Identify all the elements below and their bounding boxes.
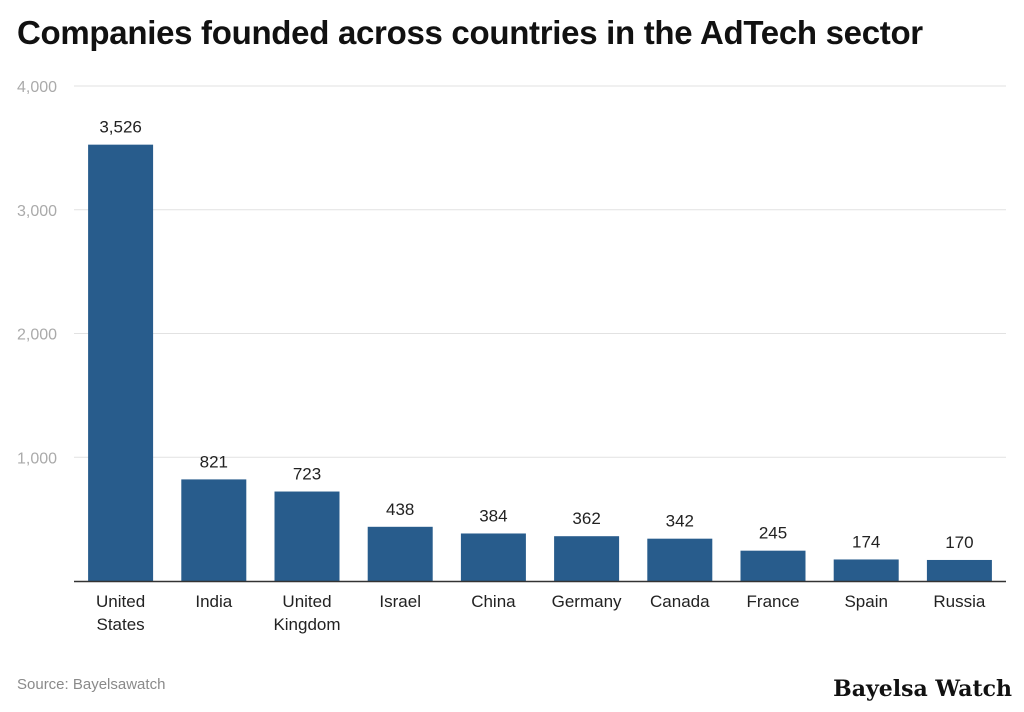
x-tick-label: China bbox=[471, 592, 516, 611]
chart-title: Companies founded across countries in th… bbox=[17, 14, 923, 51]
bar bbox=[181, 479, 247, 581]
x-tick-label: United bbox=[96, 592, 145, 611]
source-note: Source: Bayelsawatch bbox=[17, 676, 166, 693]
bar bbox=[740, 550, 806, 581]
data-label: 821 bbox=[200, 452, 228, 471]
x-tick-label: United bbox=[282, 592, 331, 611]
data-label: 723 bbox=[293, 465, 321, 484]
bar bbox=[833, 559, 899, 581]
x-tick-label: Israel bbox=[379, 592, 421, 611]
bar bbox=[367, 526, 433, 581]
x-tick-label: India bbox=[195, 592, 232, 611]
x-tick-label: Germany bbox=[552, 592, 622, 611]
data-label: 362 bbox=[572, 509, 600, 528]
y-tick-label: 1,000 bbox=[17, 450, 57, 467]
data-label: 3,526 bbox=[99, 118, 142, 137]
bar bbox=[647, 538, 713, 581]
data-label: 174 bbox=[852, 532, 880, 551]
x-tick-label: France bbox=[747, 592, 800, 611]
x-tick-label: Russia bbox=[933, 592, 986, 611]
x-tick-label: Canada bbox=[650, 592, 710, 611]
data-label: 438 bbox=[386, 500, 414, 519]
y-tick-label: 4,000 bbox=[17, 79, 57, 96]
data-label: 170 bbox=[945, 533, 973, 552]
x-tick-label: States bbox=[96, 615, 144, 634]
bar bbox=[274, 491, 340, 581]
data-label: 342 bbox=[666, 512, 694, 531]
bar bbox=[88, 144, 154, 581]
y-tick-label: 2,000 bbox=[17, 327, 57, 344]
bar bbox=[460, 533, 526, 581]
bar bbox=[926, 559, 992, 581]
y-tick-label: 3,000 bbox=[17, 203, 57, 220]
x-tick-label: Kingdom bbox=[273, 615, 340, 634]
x-tick-label: Spain bbox=[844, 592, 887, 611]
brand-logo: Bayelsa Watch bbox=[833, 676, 1012, 702]
bar bbox=[554, 536, 620, 581]
data-label: 245 bbox=[759, 524, 787, 543]
data-label: 384 bbox=[479, 506, 507, 525]
